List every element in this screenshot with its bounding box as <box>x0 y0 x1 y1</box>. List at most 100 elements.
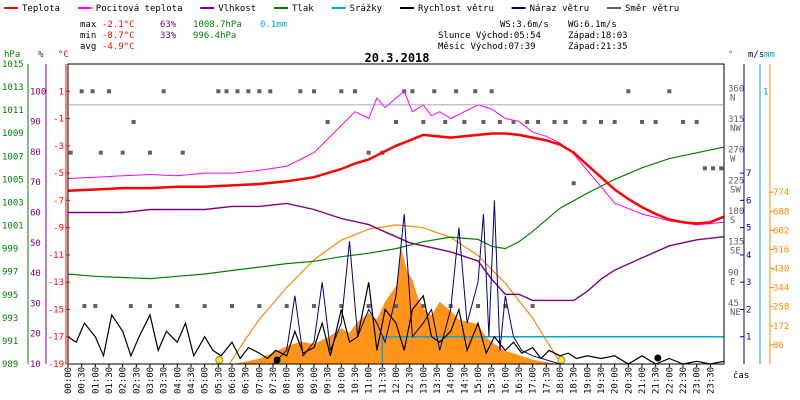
wind-tick-label: 4 <box>746 251 751 261</box>
x-tick-label: 02:00 <box>119 367 129 394</box>
legend-label: Teplota <box>22 4 60 14</box>
wind-direction-mark <box>511 119 516 124</box>
press-tick-label: 995 <box>2 291 18 301</box>
wind-direction-mark <box>312 304 316 309</box>
x-tick-label: 13:30 <box>433 367 443 394</box>
temp-tick-label: -9 <box>53 224 64 234</box>
x-tick-label: 08:30 <box>296 367 306 394</box>
wind-direction-mark <box>525 119 530 124</box>
info-wg: WG:6.1m/s <box>568 20 617 30</box>
stats-max-label: max <box>80 20 97 30</box>
wind-direction-mark <box>612 119 617 124</box>
press-tick-label: 1015 <box>2 60 24 70</box>
x-tick-label: 18:30 <box>570 367 580 394</box>
wind-tick-label: 3 <box>746 278 751 288</box>
dir-tick-label: 315 <box>728 115 744 125</box>
rain-line <box>381 335 724 364</box>
wind-direction-mark <box>462 119 467 124</box>
moonset-marker <box>654 354 662 362</box>
wind-direction-mark <box>443 119 448 124</box>
x-tick-label: 11:30 <box>378 367 388 394</box>
wind-direction-mark <box>653 119 658 124</box>
info-ws: WS:3.6m/s <box>500 20 549 30</box>
axis-units: hPa % °C ° m/s mm čas <box>4 50 775 381</box>
wind-direction-mark <box>339 89 344 94</box>
pressure-line <box>67 146 725 280</box>
dir-compass-label: N <box>730 93 735 103</box>
wind-direction-mark <box>257 304 262 309</box>
wind-tick-label: 1 <box>746 333 751 343</box>
solar-tick-label: 774 <box>773 188 789 198</box>
stats-min-label: min <box>80 31 96 41</box>
press-tick-label: 1009 <box>2 129 24 139</box>
x-tick-label: 01:00 <box>91 367 101 394</box>
dir-compass-label: W <box>730 155 736 165</box>
wind-direction-mark <box>599 119 603 124</box>
press-tick-label: 997 <box>2 268 18 278</box>
x-tick-label: 19:00 <box>583 367 593 394</box>
wind-direction-mark <box>93 304 98 309</box>
sunrise-marker <box>215 356 224 364</box>
wind-direction-mark <box>202 304 207 309</box>
x-tick-label: 14:00 <box>447 367 457 394</box>
press-tick-label: 1003 <box>2 198 24 208</box>
axes: 00:00 00:30 01:00 01:30 02:00 02:30 03:00 03:30… <box>2 60 789 394</box>
stats-rain: 0.1mm <box>260 20 287 30</box>
solar-tick-label: 172 <box>773 322 789 332</box>
dir-compass-label: NW <box>730 124 741 134</box>
wind-direction-mark <box>235 89 240 94</box>
wind-direction-mark <box>571 181 576 186</box>
wind-direction-mark <box>667 89 672 94</box>
x-tick-label: 11:00 <box>365 367 375 394</box>
info-sun-set: Západ:18:03 <box>568 31 628 41</box>
temperature-line <box>67 132 725 225</box>
wind-direction-mark <box>339 304 344 309</box>
wind-direction-mark <box>230 304 234 309</box>
wind-direction-mark <box>98 150 103 155</box>
x-tick-label: 04:00 <box>173 367 183 394</box>
unit-cas: čas <box>733 370 749 381</box>
plot-area <box>67 89 725 365</box>
x-tick-label: 22:00 <box>665 367 675 394</box>
stats-max-hum: 63% <box>160 20 177 30</box>
dir-compass-label: E <box>730 277 735 287</box>
x-tick-label: 23:00 <box>693 367 703 394</box>
press-tick-label: 1001 <box>2 222 24 232</box>
solar-tick-label: 516 <box>773 245 789 255</box>
x-tick-label: 21:00 <box>638 367 648 394</box>
wind-tick-label: 7 <box>746 169 751 179</box>
temp-tick-label: -3 <box>53 142 64 152</box>
wind-direction-mark <box>366 150 371 155</box>
wind-direction-mark <box>694 119 699 124</box>
sun-path-line <box>228 224 562 365</box>
wind-direction-mark <box>476 304 480 309</box>
wind-direction-mark <box>394 304 398 309</box>
x-tick-label: 07:00 <box>255 367 265 394</box>
x-tick-label: 21:30 <box>652 367 662 394</box>
hum-tick-label: 10 <box>30 360 41 370</box>
x-tick-label: 20:30 <box>624 367 634 394</box>
x-tick-label: 10:30 <box>351 367 361 394</box>
wind-direction-mark <box>120 150 125 155</box>
press-tick-label: 993 <box>2 314 18 324</box>
info-sun-rise: Slunce Východ:05:54 <box>438 31 541 41</box>
x-tick-label: 09:00 <box>310 367 320 394</box>
hum-tick-label: 20 <box>30 330 41 340</box>
legend-label: Pocitová teplota <box>96 4 183 14</box>
wind-direction-mark <box>681 119 685 124</box>
wind-direction-mark <box>552 119 557 124</box>
stats-min-press: 996.4hPa <box>193 31 236 41</box>
wind-direction-mark <box>366 304 371 309</box>
x-tick-label: 03:00 <box>146 367 156 394</box>
wind-direction-mark <box>473 89 478 94</box>
unit-hpa: hPa <box>4 50 20 60</box>
x-tick-label: 23:30 <box>706 367 716 394</box>
wind-direction-mark <box>530 304 535 309</box>
wind-direction-mark <box>432 89 437 94</box>
x-tick-label: 20:00 <box>611 367 621 394</box>
dir-tick-label: 45 <box>728 299 739 309</box>
hum-tick-label: 100 <box>30 87 46 97</box>
wind-direction-mark <box>563 119 568 124</box>
wind-tick-label: 2 <box>746 305 751 315</box>
x-tick-label: 05:30 <box>214 367 224 394</box>
